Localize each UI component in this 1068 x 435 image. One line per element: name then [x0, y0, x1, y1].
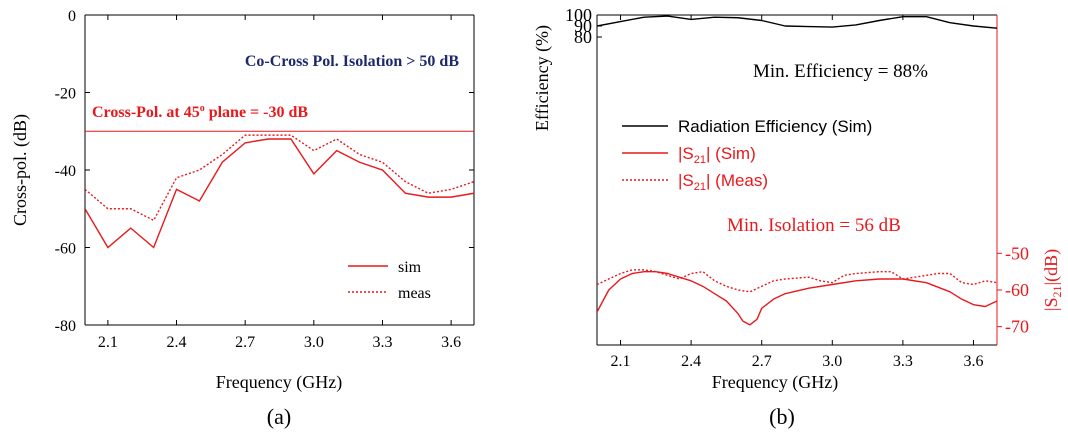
- chart-b-annotation-min-isolation: Min. Isolation = 56 dB: [727, 215, 901, 236]
- chart-b-y-tick-label-right: -70: [1005, 317, 1029, 337]
- chart-a-y-axis-label: Cross-pol. (dB): [10, 114, 31, 226]
- chart-a-annotation-reference: Cross-Pol. at 45o plane = -30 dB: [92, 103, 308, 121]
- chart-b-legend-label-s21-meas: |S21| (Meas): [678, 171, 768, 193]
- chart-b-series: [597, 15, 997, 326]
- chart-b-y-tick-label-right: -60: [1005, 280, 1029, 300]
- chart-a-x-tick-label: 3.0: [304, 334, 324, 351]
- chart-a-y-tick-label: -40: [55, 163, 76, 180]
- chart-a-y-tick-label: -20: [55, 86, 76, 103]
- chart-b-y-tick-label-left: 100: [565, 5, 592, 25]
- chart-a-legend-label-sim: sim: [398, 259, 422, 276]
- chart-b-x-tick-label: 3.0: [822, 353, 842, 370]
- chart-a-y-tick-label: 0: [68, 8, 76, 25]
- chart-b-series-efficiency-sim: [597, 15, 997, 29]
- chart-a-series-meas: [85, 134, 474, 222]
- chart-a-series: [85, 134, 474, 249]
- chart-a-x-tick-label: 2.7: [235, 334, 255, 351]
- chart-b-x-tick-label: 2.4: [681, 353, 701, 370]
- chart-b-x-tick-label: 2.1: [611, 353, 631, 370]
- chart-a: 2.1 2.4 2.7 3.0 3.3 3.6 0 -20 -40 -60 -80 Co-Cross…: [10, 8, 475, 429]
- chart-b-annotation-min-efficiency: Min. Efficiency = 88%: [753, 61, 928, 82]
- chart-b-x-tick-label: 3.3: [893, 353, 913, 370]
- chart-a-panel-label: (a): [267, 404, 291, 429]
- chart-a-legend-label-meas: meas: [398, 285, 431, 302]
- chart-a-x-axis-label: Frequency (GHz): [216, 372, 342, 393]
- chart-a-x-tick-label: 2.4: [167, 334, 187, 351]
- chart-a-x-tick-label: 3.3: [372, 334, 392, 351]
- chart-a-series-sim: [85, 138, 474, 249]
- chart-a-ticks: 2.1 2.4 2.7 3.0 3.3 3.6 0 -20 -40 -60 -80: [55, 8, 474, 351]
- chart-b-series-s21-meas: [597, 269, 997, 293]
- chart-b-legend-label-s21-sim: |S21| (Sim): [678, 144, 756, 166]
- chart-b-y-tick-label-left: 80: [574, 27, 592, 47]
- chart-b-y-tick-label-right: -50: [1005, 243, 1029, 263]
- chart-b-y-tick-label-left: 90: [574, 16, 592, 36]
- chart-b-y-axis-label-right: |S21|(dB): [1041, 249, 1064, 311]
- chart-b-series-s21-sim: [597, 270, 997, 326]
- chart-a-y-tick-label: -80: [55, 318, 76, 335]
- chart-a-annotation-isolation: Co-Cross Pol. Isolation > 50 dB: [245, 53, 460, 70]
- chart-b-x-tick-label: 3.6: [963, 353, 983, 370]
- chart-b-x-axis-label: Frequency (GHz): [712, 372, 838, 393]
- chart-a-legend: sim meas: [348, 259, 431, 302]
- chart-b-legend: Radiation Efficiency (Sim) |S21| (Sim) |…: [622, 117, 872, 193]
- chart-a-x-tick-label: 2.1: [98, 334, 118, 351]
- chart-b-panel-label: (b): [769, 404, 795, 429]
- chart-a-y-tick-label: -60: [55, 241, 76, 258]
- chart-b-y-axis-label-left: Efficiency (%): [532, 25, 553, 131]
- chart-b-legend-label-efficiency: Radiation Efficiency (Sim): [678, 117, 872, 136]
- chart-b-x-tick-label: 2.7: [752, 353, 772, 370]
- chart-a-x-tick-label: 3.6: [441, 334, 461, 351]
